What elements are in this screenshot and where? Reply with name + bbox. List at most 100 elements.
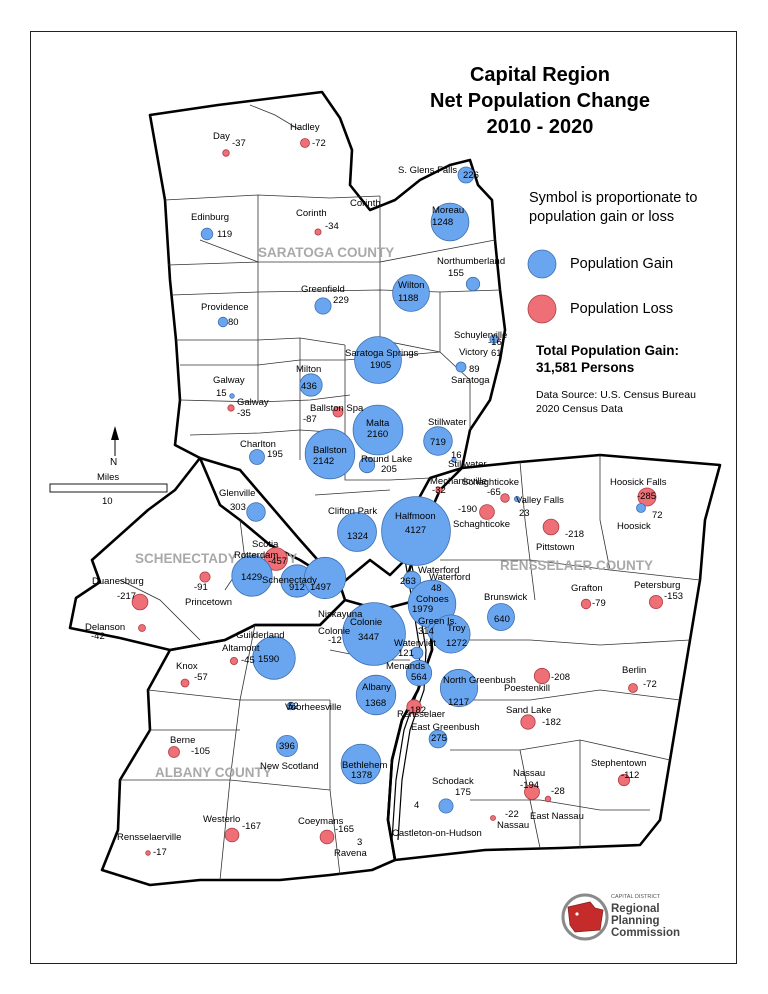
place-name-east-nassau-72: East Nassau [530, 811, 584, 822]
legend-total-line2: 31,581 Persons [536, 360, 635, 375]
symbol-edinburg-3 [200, 227, 214, 241]
place-value-schenectady-37: 912 [289, 582, 305, 593]
symbol-milton-17 [299, 373, 323, 397]
place-value-rensselaerville-77: -17 [153, 847, 167, 858]
place-value-berne-65: -105 [191, 746, 210, 757]
legend-note-line1: Symbol is proportionate to [529, 190, 698, 206]
place-name-knox-56: Knox [176, 661, 198, 672]
place-name-pittstown-34: Pittstown [536, 542, 575, 553]
place-value-nassau-71: -22 [505, 809, 519, 820]
map-title-line3: 2010 - 2020 [486, 116, 594, 138]
place-value-colonie-52: -12 [328, 635, 342, 646]
place-name-rensselaer-62: Rensselaer [397, 709, 445, 720]
place-value-stephentown-68: -112 [621, 770, 639, 781]
symbol-pittstown-34 [542, 518, 560, 536]
symbol-schaghticoke-30 [479, 504, 495, 520]
symbol-north-greenbush-58 [439, 668, 479, 708]
place-name-stillwater-21: Stillwater [448, 459, 487, 470]
place-name-galway-16: Galway [237, 397, 269, 408]
symbol-schodack-69 [438, 798, 454, 814]
place-name-grafton-48: Grafton [571, 583, 603, 594]
logo-line3: Commission [611, 927, 680, 939]
place-value-stillwater-20: 719 [430, 437, 446, 448]
symbol-sand-lake-64 [520, 714, 536, 730]
place-value-northumberland-7: 155 [448, 268, 464, 279]
logo-line2: Planning [611, 915, 660, 927]
place-value-galway-16: -35 [237, 408, 251, 419]
symbol-galway-15 [229, 393, 235, 399]
place-value-edinburg-3: 119 [217, 229, 232, 240]
symbol-knox-56 [180, 678, 190, 688]
symbol-princetown-39 [199, 571, 211, 583]
place-name-berne-65: Berne [170, 735, 195, 746]
place-value-albany-57: 1368 [365, 698, 386, 709]
place-name-cohoes-44: Cohoes [416, 594, 449, 605]
place-name-wilton-10: Wilton [398, 280, 424, 291]
place-name-round-lake-24: Round Lake [361, 454, 412, 465]
place-value-westerlo-73: -167 [242, 821, 261, 832]
place-value-ballston-23: 2142 [313, 456, 334, 467]
place-name-rotterdam-36: Rotterdam [234, 550, 278, 561]
scale-label: Miles [97, 472, 119, 483]
place-value-schaghticoke-29: -65 [487, 487, 501, 498]
place-value-saratoga-13: 89 [469, 364, 480, 375]
symbol-glenville-26 [246, 502, 266, 522]
place-name-duanesburg-40: Duanesburg [92, 576, 144, 587]
place-name-moreau-6: Moreau [432, 205, 464, 216]
legend-loss-label: Population Loss [570, 301, 674, 317]
place-name-east-greenbush-63: East Greenbush [411, 722, 480, 733]
place-value-victory-12: 61 [491, 348, 502, 359]
symbol-menands-55 [405, 659, 433, 687]
symbol-schaghticoke-29 [500, 493, 510, 503]
place-value-north-greenbush-58: 1217 [448, 697, 469, 708]
place-name-greenfield-9: Greenfield [301, 284, 345, 295]
place-name-galway-15: Galway [213, 375, 245, 386]
place-value-coeymans-74: -165 [335, 824, 354, 835]
place-value-hoosick-falls-32: -285 [637, 491, 656, 502]
place-name-menands-55: Menands [386, 661, 425, 672]
place-value-pittstown-34: -218 [565, 529, 584, 540]
symbol-hadley-1 [300, 138, 310, 148]
place-labels: Day-37 Hadley -72 S. Glens Falls 226 Edinburg… [85, 122, 683, 859]
symbol-day-0 [222, 149, 230, 157]
place-value-schodack-69: 175 [455, 787, 471, 798]
symbol-mechanicville-25 [435, 486, 443, 494]
place-value-schuylerville-11: -16 [488, 337, 502, 348]
place-value-providence-8: 80 [228, 317, 239, 328]
symbol-hoosick-33 [636, 503, 646, 513]
place-name-stephentown-68: Stephentown [591, 758, 646, 769]
symbol-valley-falls-31 [514, 495, 521, 502]
place-name-charlton-22: Charlton [240, 439, 276, 450]
symbol-stillwater-21 [451, 457, 457, 463]
symbol-victory-12 [489, 334, 499, 344]
place-name-sand-lake-64: Sand Lake [506, 705, 551, 716]
symbol-saratoga-13 [455, 361, 467, 373]
place-name-colonie-53: Colonie [350, 617, 382, 628]
place-value-waterford-43: 48 [431, 583, 442, 594]
scale-value: 10 [102, 496, 113, 507]
place-value-cohoes-44: 1979 [412, 604, 433, 615]
place-name-waterford-43: Waterford [429, 572, 470, 583]
place-name-stillwater-20: Stillwater [428, 417, 467, 428]
place-value-east-greenbush-63: 275 [431, 733, 447, 744]
place-name-clifton-park-27: Clifton Park [328, 506, 377, 517]
symbol-albany-57 [355, 674, 397, 716]
place-name-berlin-60: Berlin [622, 665, 646, 676]
symbol-troy-46 [431, 614, 471, 654]
place-value-delanson-41: -42 [91, 631, 105, 642]
symbol-moreau-6 [430, 202, 470, 242]
symbol-greenfield-9 [314, 297, 332, 315]
place-value-princetown-39: -91 [194, 582, 208, 593]
symbol-ballston-spa-18 [332, 406, 344, 418]
place-value-valley-falls-31: 23 [519, 508, 530, 519]
symbol-delanson-41 [138, 624, 146, 632]
legend-total-line1: Total Population Gain: [536, 343, 679, 358]
symbol-charlton-22 [249, 449, 265, 465]
place-name-albany-57: Albany [362, 682, 391, 693]
place-name-delanson-41: Delanson [85, 622, 125, 633]
place-value-mechanicville-25: -32 [432, 485, 446, 496]
place-value-petersburg-49: -153 [664, 591, 683, 602]
symbol-hoosick-falls-32 [637, 487, 657, 507]
legend-source-line1: Data Source: U.S. Census Bureau [536, 389, 696, 401]
place-name-troy-46: Troy [447, 623, 466, 634]
